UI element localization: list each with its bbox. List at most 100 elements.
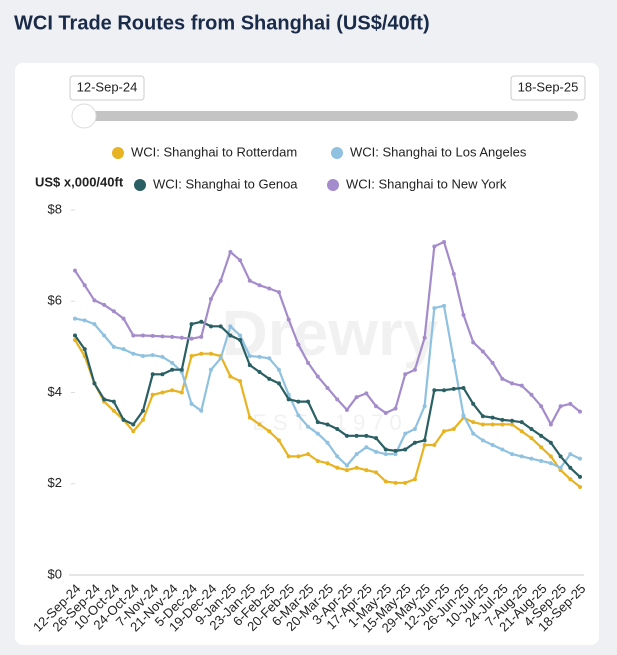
data-point bbox=[92, 322, 97, 327]
data-point bbox=[335, 465, 340, 470]
data-point bbox=[461, 413, 466, 418]
data-point bbox=[276, 438, 281, 443]
legend-label[interactable]: WCI: Shanghai to Los Angeles bbox=[350, 144, 527, 159]
data-point bbox=[150, 353, 155, 358]
data-point bbox=[199, 319, 204, 324]
data-point bbox=[451, 358, 456, 363]
data-point bbox=[73, 338, 77, 343]
data-point bbox=[422, 335, 427, 340]
data-point bbox=[519, 420, 524, 425]
data-point bbox=[393, 406, 398, 411]
data-point bbox=[276, 290, 281, 295]
data-point bbox=[82, 283, 87, 288]
data-point bbox=[403, 447, 408, 452]
data-point bbox=[383, 447, 388, 452]
data-point bbox=[238, 379, 243, 384]
data-point bbox=[296, 454, 301, 459]
data-point bbox=[228, 333, 233, 338]
data-point bbox=[374, 470, 379, 475]
data-point bbox=[111, 309, 116, 314]
data-point bbox=[325, 440, 330, 445]
data-point bbox=[432, 388, 437, 393]
data-point bbox=[102, 333, 107, 338]
data-point bbox=[73, 268, 77, 273]
slider-end-box bbox=[510, 75, 586, 101]
data-point bbox=[208, 351, 213, 356]
data-point bbox=[306, 360, 311, 365]
data-point bbox=[393, 448, 398, 453]
data-point bbox=[374, 449, 379, 454]
data-point bbox=[286, 397, 291, 402]
data-point bbox=[383, 452, 388, 457]
data-point bbox=[529, 456, 534, 461]
data-point bbox=[179, 390, 184, 395]
data-point bbox=[92, 381, 97, 386]
data-point bbox=[548, 454, 553, 459]
data-point bbox=[422, 404, 427, 409]
data-point bbox=[170, 388, 175, 393]
data-point bbox=[189, 322, 194, 327]
data-point bbox=[267, 429, 272, 434]
data-point bbox=[568, 452, 573, 457]
slider-handle[interactable] bbox=[71, 103, 97, 129]
data-point bbox=[160, 372, 165, 377]
data-point bbox=[238, 333, 243, 338]
data-point bbox=[442, 429, 447, 434]
data-point bbox=[451, 271, 456, 276]
data-point bbox=[111, 399, 116, 404]
data-point bbox=[247, 415, 252, 420]
data-point bbox=[529, 392, 534, 397]
data-point bbox=[548, 422, 553, 427]
data-point bbox=[189, 336, 194, 341]
y-tick-label: $0 bbox=[48, 566, 62, 581]
chart-title: WCI Trade Routes from Shanghai (US$/40ft… bbox=[14, 12, 430, 34]
data-point bbox=[335, 427, 340, 431]
legend-swatch[interactable] bbox=[331, 147, 343, 159]
data-point bbox=[267, 376, 272, 381]
data-point bbox=[179, 335, 184, 340]
data-point bbox=[422, 438, 427, 443]
data-point bbox=[189, 354, 194, 358]
data-point bbox=[257, 283, 262, 288]
data-point bbox=[111, 344, 116, 349]
y-tick-label: $8 bbox=[48, 201, 62, 216]
data-point bbox=[539, 404, 544, 409]
data-point bbox=[344, 463, 349, 468]
data-point bbox=[578, 456, 582, 461]
legend-label[interactable]: WCI: Shanghai to Genoa bbox=[153, 176, 298, 191]
data-point bbox=[267, 356, 272, 361]
data-point bbox=[461, 312, 466, 317]
data-point bbox=[160, 334, 165, 339]
data-point bbox=[296, 399, 301, 404]
data-point bbox=[471, 401, 476, 406]
slider-start-box bbox=[69, 75, 145, 101]
data-point bbox=[199, 351, 204, 356]
legend-swatch[interactable] bbox=[134, 179, 146, 191]
data-point bbox=[325, 461, 330, 466]
data-point bbox=[73, 333, 77, 338]
data-point bbox=[160, 354, 165, 359]
data-point bbox=[451, 386, 456, 391]
legend-label[interactable]: WCI: Shanghai to New York bbox=[346, 176, 507, 191]
data-point bbox=[519, 383, 524, 388]
data-point bbox=[519, 454, 524, 459]
data-point bbox=[364, 468, 369, 473]
data-point bbox=[529, 427, 534, 431]
data-point bbox=[490, 442, 495, 447]
data-point bbox=[121, 347, 126, 352]
data-point bbox=[568, 465, 573, 470]
watermark: Drewry bbox=[222, 297, 439, 369]
data-point bbox=[471, 420, 476, 425]
data-point bbox=[568, 401, 573, 406]
slider-track[interactable] bbox=[72, 111, 578, 121]
data-point bbox=[257, 422, 262, 427]
legend-swatch[interactable] bbox=[112, 147, 124, 159]
data-point bbox=[393, 480, 398, 485]
data-point bbox=[179, 367, 184, 372]
data-point bbox=[131, 429, 136, 434]
data-point bbox=[82, 347, 87, 352]
legend-label[interactable]: WCI: Shanghai to Rotterdam bbox=[131, 144, 297, 159]
data-point bbox=[519, 429, 524, 434]
legend-swatch[interactable] bbox=[327, 179, 339, 191]
